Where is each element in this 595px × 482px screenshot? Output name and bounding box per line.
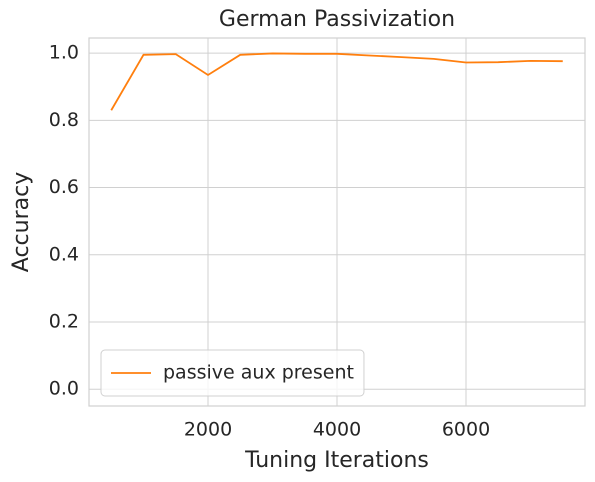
x-tick-label: 6000 [442,419,490,441]
y-tick-label: 0.2 [49,310,79,332]
legend-box [100,349,365,397]
x-axis-label: Tuning Iterations [244,448,429,473]
series-line [110,52,563,111]
y-tick-label: 0.8 [49,109,79,131]
y-tick-label: 0.0 [49,378,79,400]
y-tick-label: 0.6 [49,176,79,198]
y-tick-label: 1.0 [49,42,79,64]
y-axis-label: Accuracy [9,172,34,272]
y-tick-label: 0.4 [49,243,79,265]
plot-frame [88,37,586,407]
legend-label: passive aux present [163,362,354,384]
legend: passive aux present [100,349,365,397]
x-tick-label: 2000 [184,419,232,441]
chart-title: German Passivization [219,7,455,32]
x-tick-label: 4000 [313,419,361,441]
